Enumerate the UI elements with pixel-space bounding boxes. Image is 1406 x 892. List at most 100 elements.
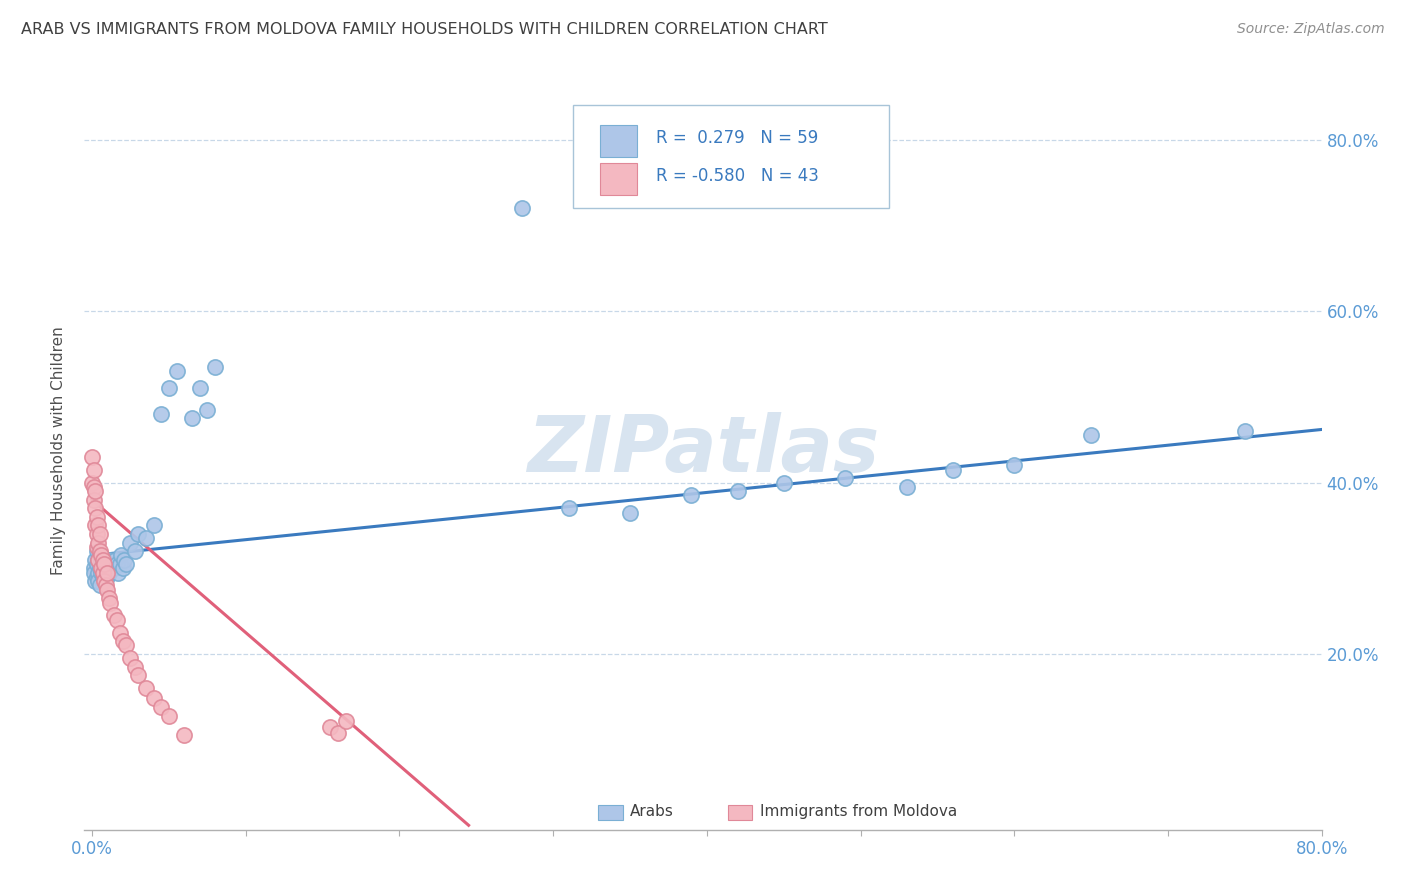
Point <box>86 527 108 541</box>
Point <box>112 552 135 566</box>
Point <box>101 557 124 571</box>
Text: ARAB VS IMMIGRANTS FROM MOLDOVA FAMILY HOUSEHOLDS WITH CHILDREN CORRELATION CHAR: ARAB VS IMMIGRANTS FROM MOLDOVA FAMILY H… <box>21 22 828 37</box>
FancyBboxPatch shape <box>600 125 637 157</box>
Point <box>90 566 112 580</box>
Point <box>93 557 115 571</box>
Point <box>142 518 165 533</box>
Point <box>124 544 146 558</box>
Point <box>94 561 117 575</box>
Point <box>105 557 128 571</box>
Point <box>127 668 149 682</box>
FancyBboxPatch shape <box>598 805 623 820</box>
Point <box>96 566 118 580</box>
Point <box>86 540 108 554</box>
Point <box>90 549 112 563</box>
Point <box>86 557 108 571</box>
Point <box>97 591 120 606</box>
Point <box>135 681 157 696</box>
Point <box>84 484 107 499</box>
Point <box>157 381 180 395</box>
Point <box>1002 458 1025 473</box>
Point <box>108 625 131 640</box>
Point <box>86 509 108 524</box>
Text: Arabs: Arabs <box>630 804 673 819</box>
Point <box>100 552 122 566</box>
Point <box>319 720 342 734</box>
Point <box>91 561 114 575</box>
Point <box>89 549 111 563</box>
FancyBboxPatch shape <box>574 105 889 208</box>
Point <box>115 557 138 571</box>
Point <box>157 708 180 723</box>
Point <box>127 527 149 541</box>
Point <box>834 471 856 485</box>
Point <box>326 725 349 739</box>
Point <box>727 484 749 499</box>
Point <box>204 359 226 374</box>
Point <box>150 407 173 421</box>
Point <box>97 566 120 580</box>
Point <box>80 450 103 464</box>
Point <box>83 492 105 507</box>
FancyBboxPatch shape <box>728 805 752 820</box>
Point <box>120 535 142 549</box>
Point <box>150 700 173 714</box>
Point <box>942 463 965 477</box>
Point <box>107 566 129 580</box>
Point <box>87 574 110 588</box>
Point <box>87 552 110 566</box>
Text: R = -0.580   N = 43: R = -0.580 N = 43 <box>657 167 818 185</box>
Text: Source: ZipAtlas.com: Source: ZipAtlas.com <box>1237 22 1385 37</box>
Point <box>135 531 157 545</box>
Point <box>105 613 128 627</box>
Point <box>90 561 112 575</box>
Point <box>896 480 918 494</box>
Point <box>188 381 211 395</box>
Point <box>87 552 110 566</box>
Point <box>96 552 118 566</box>
Point <box>166 364 188 378</box>
Point <box>87 535 110 549</box>
Point <box>91 552 114 566</box>
Point <box>1233 424 1256 438</box>
Point <box>83 561 105 575</box>
Point <box>142 691 165 706</box>
Point <box>111 634 134 648</box>
Point <box>91 566 114 580</box>
Point <box>87 518 110 533</box>
Point <box>108 557 131 571</box>
Point <box>91 570 114 584</box>
Point <box>87 566 110 580</box>
Text: ZIPatlas: ZIPatlas <box>527 412 879 489</box>
Point <box>84 501 107 516</box>
Point <box>335 714 357 728</box>
Point <box>512 202 534 216</box>
Point <box>83 566 105 580</box>
Point <box>115 639 138 653</box>
Point <box>97 557 120 571</box>
Text: Immigrants from Moldova: Immigrants from Moldova <box>759 804 957 819</box>
Point <box>89 527 111 541</box>
Point <box>173 728 195 742</box>
Point <box>86 570 108 584</box>
Point <box>93 557 115 571</box>
Point <box>90 552 112 566</box>
Point <box>111 561 134 575</box>
Point <box>110 549 132 563</box>
Text: R =  0.279   N = 59: R = 0.279 N = 59 <box>657 129 818 147</box>
Point <box>84 574 107 588</box>
Point <box>1080 428 1102 442</box>
Point <box>86 544 108 558</box>
Point <box>681 488 703 502</box>
Point <box>557 501 579 516</box>
Point <box>89 561 111 575</box>
Point <box>93 566 115 580</box>
Point <box>83 480 105 494</box>
Point <box>83 463 105 477</box>
Point <box>94 578 117 592</box>
Point <box>80 475 103 490</box>
Point <box>89 544 111 558</box>
Point <box>96 570 118 584</box>
Point <box>84 518 107 533</box>
Point <box>195 402 218 417</box>
